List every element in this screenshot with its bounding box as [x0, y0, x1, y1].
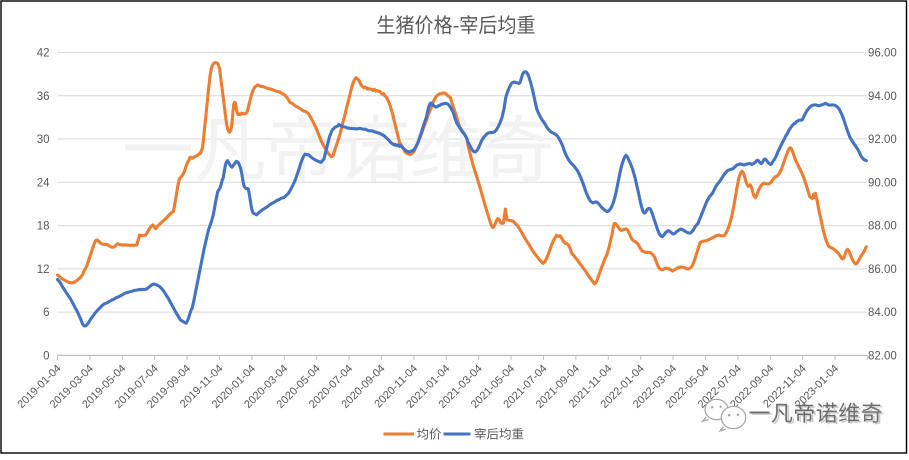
svg-text:30: 30	[37, 134, 50, 146]
svg-text:36: 36	[37, 91, 50, 103]
svg-text:92.00: 92.00	[868, 134, 897, 146]
svg-text:0: 0	[43, 350, 49, 362]
svg-text:42: 42	[37, 48, 50, 60]
svg-text:84.00: 84.00	[868, 307, 897, 319]
svg-text:6: 6	[43, 307, 49, 319]
svg-text:82.00: 82.00	[868, 350, 897, 362]
svg-text:88.00: 88.00	[868, 221, 897, 233]
svg-text:18: 18	[37, 221, 50, 233]
svg-text:24: 24	[37, 177, 50, 189]
svg-text:86.00: 86.00	[868, 264, 897, 276]
svg-text:96.00: 96.00	[868, 48, 897, 60]
svg-text:12: 12	[37, 264, 50, 276]
svg-text:94.00: 94.00	[868, 91, 897, 103]
svg-text:90.00: 90.00	[868, 177, 897, 189]
